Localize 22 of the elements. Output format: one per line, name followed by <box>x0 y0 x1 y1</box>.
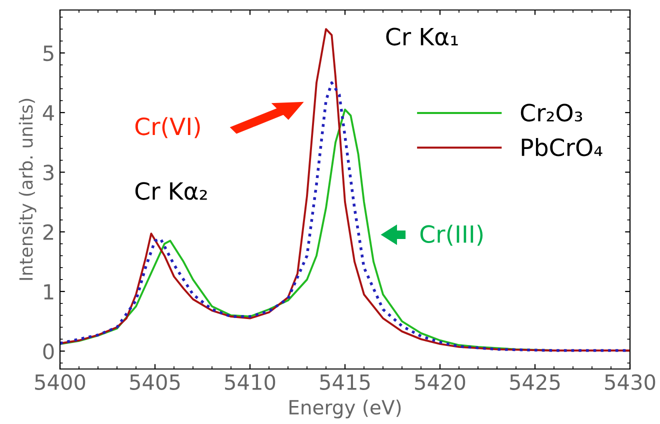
legend-label: Cr₂O₃ <box>520 104 582 122</box>
legend-label: PbCrO₄ <box>522 138 602 156</box>
y-axis-title: Intensity (arb. units) <box>18 98 36 280</box>
y-tick-label: 5 <box>43 46 54 62</box>
line-series <box>60 28 630 352</box>
x-tick-label: 5400 <box>35 374 86 390</box>
y-tick-label: 4 <box>42 105 54 120</box>
y-tick-label: 2 <box>43 224 54 240</box>
y-tick-label: 1 <box>44 284 54 300</box>
annotation: Cr Kα₁ <box>386 28 458 46</box>
y-tick-label: 0 <box>43 344 54 360</box>
y-tick-label: 3 <box>43 164 54 180</box>
x-tick-label: 5430 <box>605 374 656 390</box>
x-tick-label: 5425 <box>510 374 560 390</box>
annotation: Cr Kα₂ <box>135 182 207 200</box>
x-tick-label: 5415 <box>320 374 370 390</box>
x-axis-title: Energy (eV) <box>290 400 401 418</box>
x-tick-label: 5410 <box>225 374 276 390</box>
x-tick-label: 5405 <box>130 374 180 390</box>
x-tick-label: 5420 <box>415 374 466 390</box>
annotation: Cr(VI) <box>135 117 200 138</box>
annotation: Cr(III) <box>420 224 483 246</box>
